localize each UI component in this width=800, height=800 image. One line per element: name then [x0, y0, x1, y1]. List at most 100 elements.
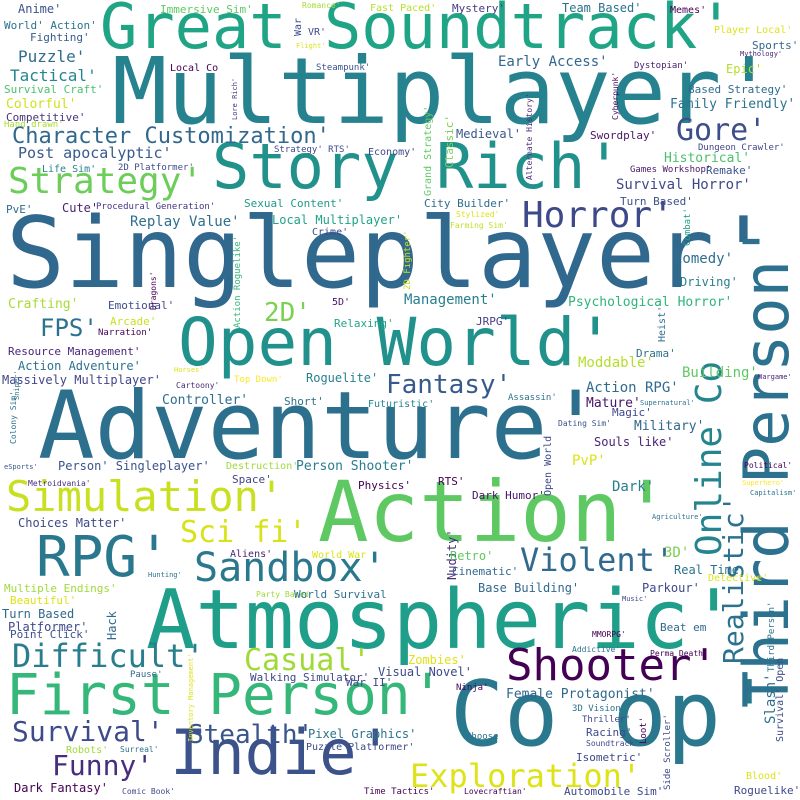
word: Puzzle Platformer' — [306, 742, 415, 753]
word: Point Click' — [10, 628, 90, 641]
word: Grand Strategy' — [423, 105, 434, 196]
word: Walking Simulator' — [250, 671, 370, 684]
word: Post apocalyptic' — [18, 144, 172, 162]
word: Agriculture' — [652, 513, 703, 521]
word: Life Sim' — [42, 164, 97, 175]
word: City Builder' — [424, 197, 511, 210]
word: Military' — [634, 419, 705, 434]
word: Pause' — [130, 670, 163, 680]
word: War II' — [346, 676, 393, 689]
word: Competitive' — [6, 111, 86, 124]
word: JRPG' — [476, 315, 510, 328]
word: Heist' — [657, 305, 668, 342]
word: Combat' — [683, 208, 693, 246]
word: Mature' — [586, 396, 641, 411]
word: Strategy' — [8, 161, 204, 202]
word: Base Building' — [478, 581, 580, 595]
word: Dark' — [612, 479, 655, 495]
word: War — [293, 17, 304, 36]
word: 2D Fighter' — [403, 230, 413, 290]
word: Female Protagonist' — [506, 687, 655, 702]
word: Farming Sim' — [450, 221, 508, 230]
word: Zombies' — [408, 653, 466, 667]
word: 2D Platformer' — [118, 163, 194, 173]
word: Surreal' — [120, 745, 159, 754]
word: Open World' — [178, 304, 616, 381]
word: Platformer' — [8, 620, 88, 634]
word: Local Co — [170, 63, 219, 74]
word: Memes' — [670, 5, 707, 16]
word: Narration' — [98, 328, 153, 338]
word: Casual' — [244, 643, 371, 678]
word: Colorful' — [6, 97, 77, 112]
word: Lovecraftian' — [464, 787, 527, 796]
word: Action RPG' — [586, 380, 679, 396]
word: 3D' — [664, 545, 690, 561]
word: Action Roguelike' — [233, 235, 243, 328]
word: Comedy' — [674, 251, 734, 267]
word: World Survival — [294, 588, 387, 601]
word: Beautiful' — [10, 594, 77, 607]
word: Soundtrack' — [586, 739, 639, 748]
word: Time Tactics' — [364, 787, 435, 797]
word: Real Time — [674, 563, 740, 577]
word: Cartoony' — [176, 381, 220, 390]
word: Choices Matter' — [18, 516, 127, 530]
word: Roguelike' — [734, 784, 800, 797]
word: Difficult' — [12, 637, 205, 675]
word: Alternate History' — [525, 93, 534, 180]
word: Dating Sim' — [558, 419, 611, 428]
word: Horror' — [522, 195, 674, 236]
word: Immersive Sim' — [160, 3, 253, 16]
word: Flight' — [296, 42, 326, 50]
word: Sci fi' — [180, 515, 307, 550]
word: Perma Death' — [650, 649, 708, 658]
word: Cute' — [62, 201, 99, 215]
word: Party Based — [256, 590, 309, 599]
word: Futuristic' — [368, 399, 435, 410]
word: Sports' — [752, 39, 799, 52]
word: Mystery' — [452, 2, 505, 15]
word: Hand drawn' — [4, 120, 64, 130]
word: Relaxing' — [334, 317, 394, 330]
word: Strategy' RTS' — [274, 145, 350, 155]
word: World' Action' — [4, 19, 97, 32]
word: 5D' — [332, 297, 351, 308]
word: Retro' — [450, 549, 494, 563]
word: Arcade' — [110, 315, 157, 328]
word: Capitalism' — [750, 489, 797, 497]
word: Cinematic' — [452, 565, 519, 578]
word: Sniper' — [13, 370, 21, 400]
word: Wargame' — [758, 373, 792, 381]
word: Classic' — [443, 115, 456, 168]
word: Replay Value' — [130, 214, 240, 230]
word: Medieval' — [456, 127, 522, 141]
word: Building' — [682, 365, 758, 381]
word: Epic' — [726, 62, 763, 76]
word: Parkour' — [642, 581, 700, 595]
word: Moddable' — [578, 355, 654, 371]
word: Superhero' — [742, 479, 785, 487]
word: FPS' — [40, 314, 98, 342]
word: Violent' — [520, 541, 675, 579]
word: Procedural Generation' — [96, 202, 216, 212]
word: Automobile Sim' — [564, 785, 664, 798]
word: Steampunk' — [316, 63, 371, 73]
word: Survival' Open — [775, 657, 786, 742]
word: Side Scroller' — [663, 714, 673, 790]
word: Survival Horror' — [616, 177, 751, 193]
word: RPG' — [36, 525, 171, 590]
word: Drama' — [636, 347, 676, 360]
word: Visual Novel' — [378, 665, 472, 679]
word: Adventure' — [38, 372, 604, 481]
word: Exploration' — [410, 757, 642, 795]
word: Story Rich' — [212, 130, 623, 203]
word: Multiple Endings' — [4, 582, 117, 595]
word: Aliens' — [230, 549, 273, 560]
word: Singleplayer' — [6, 197, 774, 311]
word: Supernatural' — [640, 399, 695, 407]
word: Ninja' — [456, 683, 489, 693]
word: Mythology' — [740, 50, 783, 58]
word: Dark Fantasy' — [14, 781, 108, 795]
